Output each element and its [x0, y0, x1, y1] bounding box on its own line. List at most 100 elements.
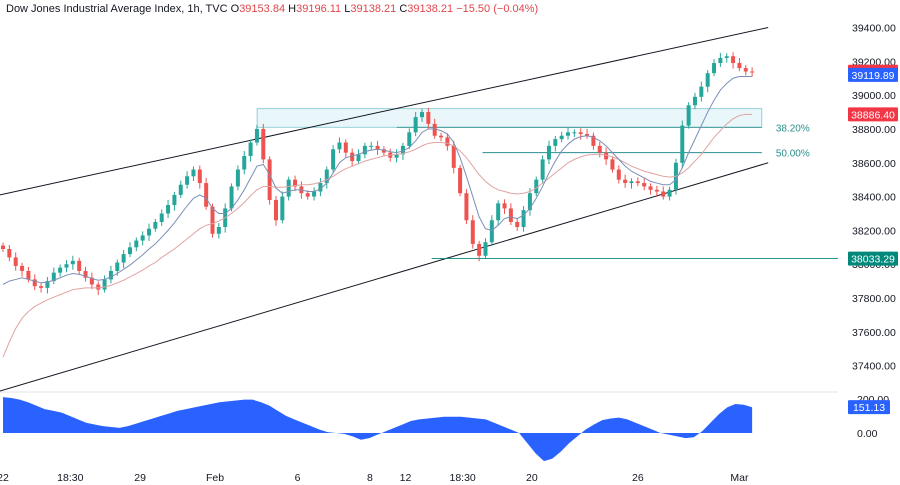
candle-body: [216, 227, 221, 234]
candle-body: [489, 220, 494, 243]
candle-body: [661, 191, 666, 197]
x-tick-label: 29: [134, 472, 146, 484]
candle-body: [32, 279, 37, 287]
channel-lower-line: [0, 162, 769, 392]
candle-body: [235, 169, 240, 187]
candle-body: [267, 159, 272, 200]
candle-body: [585, 134, 590, 136]
candle-body: [147, 228, 152, 236]
symbol-title: Dow Jones Industrial Average Index, 1h, …: [6, 3, 228, 15]
candle-body: [254, 128, 259, 143]
candle-body: [248, 142, 253, 157]
candle-body: [394, 154, 399, 158]
candle-body: [45, 281, 50, 288]
candle-body: [680, 125, 685, 163]
candle-body: [540, 159, 545, 180]
candle-body: [305, 193, 310, 197]
candle-body: [718, 57, 723, 64]
candle-body: [140, 235, 145, 241]
price-tag-box: [848, 107, 898, 122]
open-value: 39153.84: [239, 3, 286, 15]
oscillator-pane: [0, 391, 838, 462]
y-tick-label: 37800.00: [852, 293, 896, 305]
candle-body: [458, 167, 463, 194]
candle-body: [629, 181, 634, 184]
resistance-zone: [256, 108, 763, 128]
candle-body: [439, 135, 444, 138]
candle-body: [496, 203, 501, 221]
candle-body: [197, 169, 202, 184]
candle-body: [616, 169, 621, 180]
candle-body: [477, 243, 482, 256]
candle-body: [654, 189, 659, 192]
candle-body: [26, 270, 31, 280]
x-tick-label: 26: [632, 472, 644, 484]
candle-body: [648, 186, 653, 190]
candle-body: [515, 221, 520, 228]
candle-body: [375, 145, 380, 150]
candle-body: [743, 68, 748, 72]
candle-body: [591, 135, 596, 146]
fib-label-1: 50.00%: [776, 149, 810, 160]
candle-body: [635, 181, 640, 184]
candle-body: [426, 112, 431, 124]
y-tick-label: 39400.00: [852, 23, 896, 35]
candle-body: [483, 242, 488, 256]
candle-body: [578, 132, 583, 135]
candle-body: [134, 240, 139, 248]
y-tick-label: 38800.00: [852, 124, 896, 136]
price-tag-label: 38886.40: [851, 109, 895, 121]
candle-body: [286, 179, 291, 197]
osc-tag-box: [848, 400, 890, 415]
chart-header: Dow Jones Industrial Average Index, 1h, …: [6, 3, 538, 15]
x-tick-label: 20: [526, 472, 538, 484]
candle-body: [166, 205, 171, 214]
x-tick-label: 8: [367, 472, 373, 484]
x-tick-label: 22: [0, 472, 9, 484]
price-axis: 39400.0039200.0039000.0038800.0038600.00…: [852, 23, 896, 440]
high-label: H: [288, 3, 297, 15]
candle-body: [83, 270, 88, 278]
candle-body: [521, 210, 526, 228]
channel-lines: [0, 27, 769, 392]
candle-body: [108, 270, 113, 280]
candle-body: [420, 112, 424, 118]
price-tag-box: [848, 251, 898, 266]
open-label: O: [230, 3, 240, 15]
resistance-zone-box: [256, 108, 763, 128]
fib-levels: 38.20% 50.00%: [396, 123, 838, 260]
candle-body: [572, 132, 577, 134]
candle-body: [610, 159, 615, 170]
price-tag-label: 39119.89: [851, 70, 894, 82]
candle-body: [77, 260, 82, 271]
candle-body: [667, 189, 672, 197]
candle-body: [204, 183, 209, 207]
candle-body: [350, 152, 355, 162]
price-tag-box: [848, 67, 898, 82]
candle-body: [115, 262, 120, 271]
close-label: C: [399, 3, 408, 15]
candle-body: [58, 267, 63, 273]
y-tick-label: 38400.00: [852, 192, 896, 204]
candle-body: [750, 71, 755, 73]
candle-body: [178, 184, 183, 195]
candle-body: [20, 265, 25, 271]
candle-body: [546, 145, 551, 160]
candle-body: [502, 203, 507, 209]
candle-body: [369, 145, 374, 147]
candle-body: [102, 279, 107, 290]
candle-body: [400, 145, 405, 155]
candle-body: [312, 191, 317, 197]
candle-body: [705, 73, 710, 87]
candle-body: [642, 183, 647, 187]
osc-tick-label: 0.00: [857, 428, 878, 440]
candle-body: [121, 254, 126, 263]
candle-body: [534, 179, 539, 194]
candle-body: [261, 128, 266, 160]
candle-body: [343, 142, 348, 153]
oscillator-area: [3, 397, 753, 462]
candle-body: [172, 194, 177, 206]
candle-body: [432, 123, 437, 136]
candle-body: [318, 183, 323, 192]
